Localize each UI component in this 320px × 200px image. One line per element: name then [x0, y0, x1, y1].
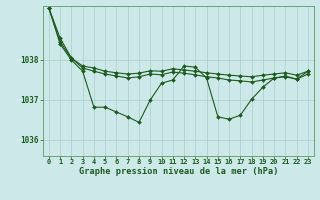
X-axis label: Graphe pression niveau de la mer (hPa): Graphe pression niveau de la mer (hPa) — [79, 167, 278, 176]
